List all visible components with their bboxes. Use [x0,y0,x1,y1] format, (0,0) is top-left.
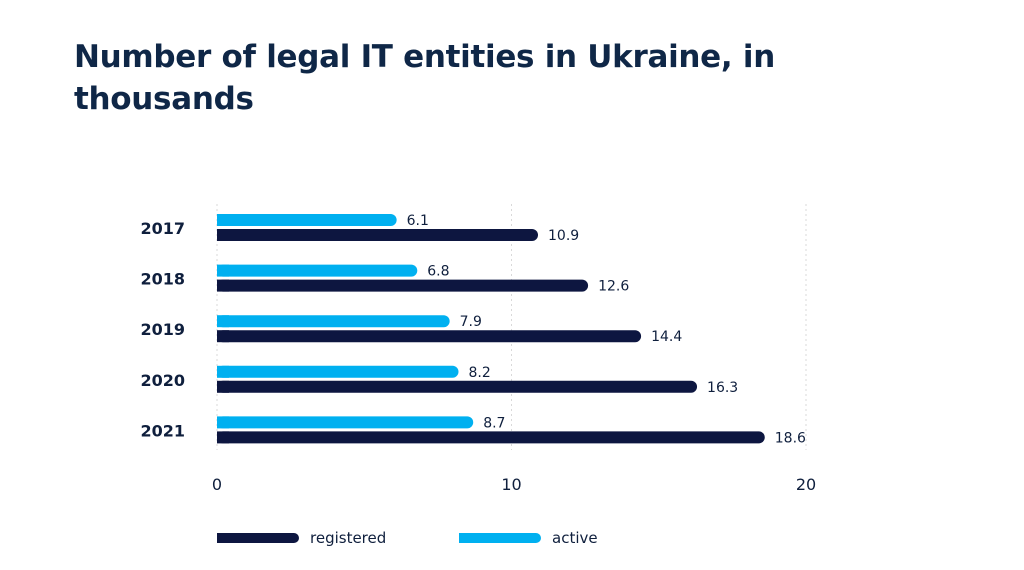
data-label-active-2019: 7.9 [460,314,482,330]
category-labels: 2017 2018 2019 2020 2021 [140,219,185,440]
bar-registered-2017 [217,229,539,241]
legend: registered active [217,529,598,547]
legend-swatch-registered [217,533,299,543]
data-label-active-2018: 6.8 [427,264,449,280]
x-tick-label: 10 [501,475,521,494]
bar-active-2021-base [217,416,229,429]
bar-series: 6.1 10.9 6.8 12.6 7.9 14.4 8.2 16.3 8.7 18.6 [217,213,806,446]
bar-active-2021 [217,416,474,429]
legend-label-active: active [552,529,598,547]
category-label-2018: 2018 [140,270,185,289]
data-label-registered-2020: 16.3 [707,380,738,396]
data-label-registered-2021: 18.6 [775,430,806,446]
legend-swatch-registered-base [217,533,227,543]
gridlines [216,204,807,450]
data-label-active-2020: 8.2 [468,365,490,381]
bar-registered-2018-base [217,279,229,292]
bar-active-2018 [217,264,418,277]
bar-active-2019-base [217,315,229,328]
bar-active-2020 [217,365,459,378]
category-label-2019: 2019 [140,320,185,339]
bar-registered-2020-base [217,380,229,393]
data-label-registered-2017: 10.9 [548,228,579,244]
legend-label-registered: registered [310,529,386,547]
bar-registered-2019-base [217,330,229,343]
category-label-2020: 2020 [140,371,185,390]
bar-registered-2021 [217,431,765,444]
data-label-active-2021: 8.7 [483,415,505,431]
data-label-registered-2019: 14.4 [651,329,682,345]
legend-swatch-active [459,533,541,543]
bar-registered-2019 [217,330,642,343]
legend-swatch-active-base [459,533,469,543]
category-label-2017: 2017 [140,219,185,238]
data-label-active-2017: 6.1 [407,213,429,229]
bar-registered-2020 [217,380,698,393]
x-tick-label: 20 [796,475,816,494]
bar-registered-2018 [217,279,589,292]
bar-active-2020-base [217,365,229,378]
bar-registered-2017-base [217,229,229,241]
category-label-2021: 2021 [140,421,185,440]
data-label-registered-2018: 12.6 [598,279,629,295]
x-axis-ticks: 0 10 20 [212,475,816,494]
bar-active-2017 [217,214,397,226]
bar-registered-2021-base [217,431,229,444]
chart-title: Number of legal IT entities in Ukraine, … [74,39,775,117]
bar-active-2018-base [217,264,229,277]
x-tick-label: 0 [212,475,222,494]
bar-active-2017-base [217,214,229,226]
bar-active-2019 [217,315,450,328]
